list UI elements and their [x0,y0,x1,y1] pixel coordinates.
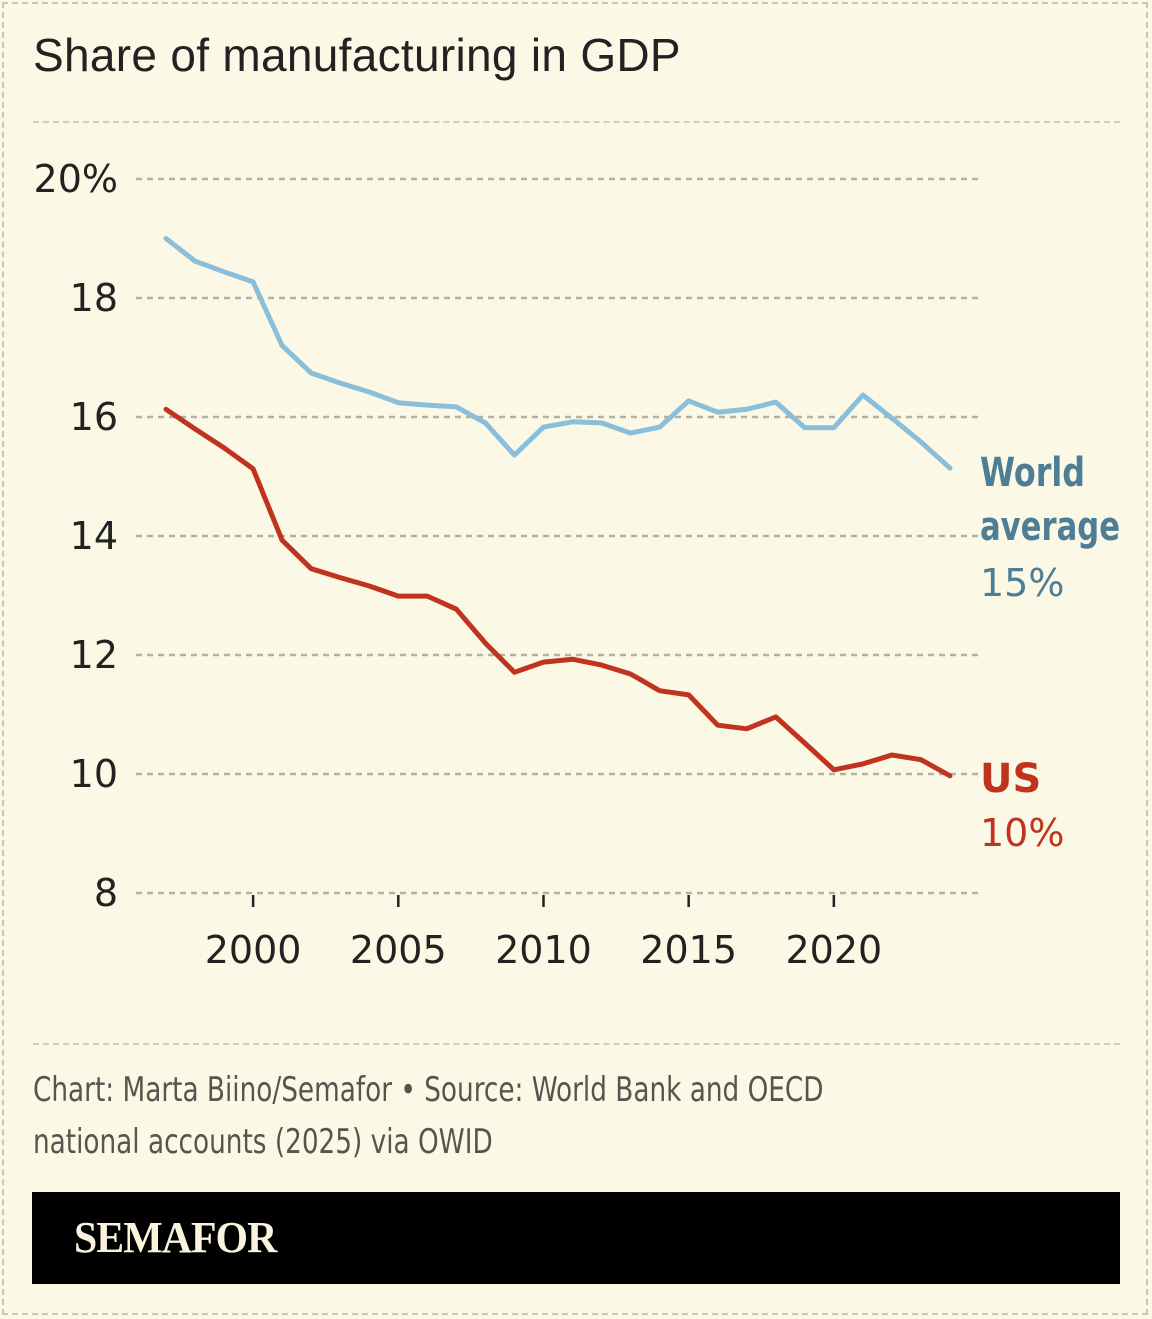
y-tick-label: 12 [70,633,118,677]
series-line-world [163,236,953,471]
x-tick-label: 2020 [785,928,882,972]
world-end-value: 15% [980,561,1064,605]
source-note: Chart: Marta Biino/Semafor • Source: Wor… [33,1064,1108,1168]
world-label-line2: average [980,504,1120,550]
chart-title: Share of manufacturing in GDP [33,29,681,81]
brand-bar: SEMAFOR [32,1192,1120,1284]
world-label-line1: World [980,450,1085,496]
x-tick-label: 2010 [495,928,592,972]
y-tick-label: 16 [70,395,118,439]
semafor-logo: SEMAFOR [74,1213,277,1262]
footer-divider [33,1043,1120,1045]
gridlines [136,177,978,895]
series-lines [163,236,953,779]
x-tick-label: 2000 [205,928,302,972]
y-axis-ticks: 8 10 12 14 16 18 20% [34,157,118,915]
y-tick-label: 10 [70,752,118,796]
us-end-value: 10% [980,811,1064,855]
y-tick-label: 18 [70,276,118,320]
x-tick-label: 2015 [640,928,737,972]
title-divider [33,121,1120,123]
series-labels: World average 15% US 10% [980,450,1120,855]
us-label: US [980,756,1041,802]
x-tick-label: 2005 [350,928,447,972]
series-line-us [163,406,953,779]
source-line-1: Chart: Marta Biino/Semafor • Source: Wor… [33,1070,824,1110]
y-tick-label: 8 [94,871,118,915]
line-chart: 8 10 12 14 16 18 20% 2000 2005 2010 2015 2020 Worl… [34,157,1120,972]
y-tick-label: 20% [34,157,118,201]
x-axis-ticks: 2000 2005 2010 2015 2020 [205,895,882,972]
source-line-2: national accounts (2025) via OWID [33,1122,493,1162]
y-tick-label: 14 [70,514,118,558]
